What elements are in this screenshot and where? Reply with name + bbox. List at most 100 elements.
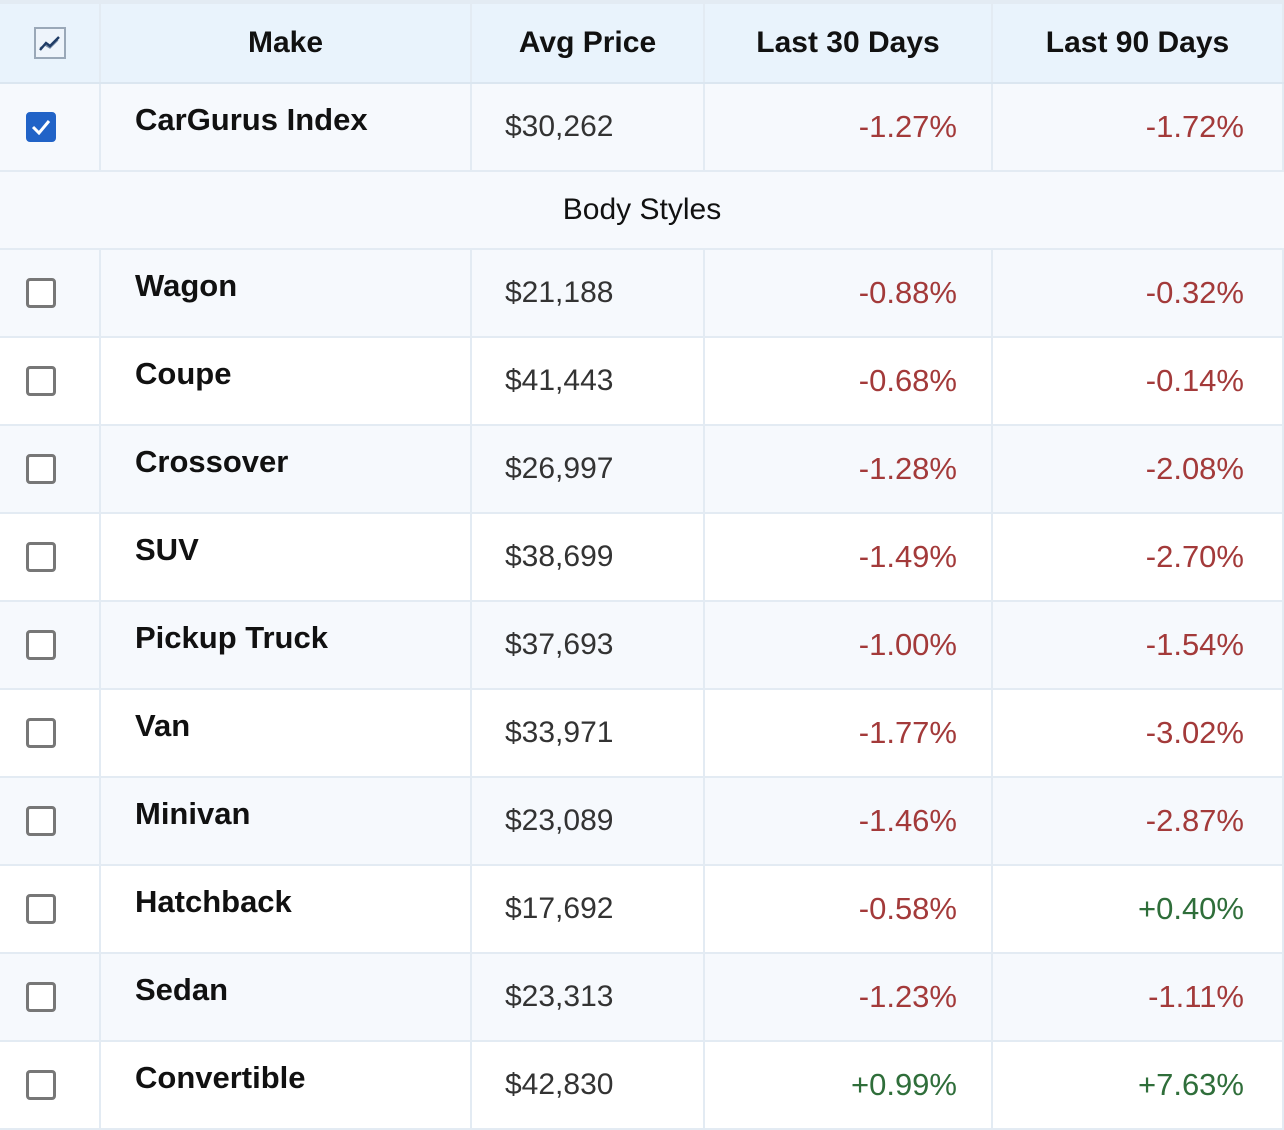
last-90-change: -2.70% xyxy=(1145,539,1244,574)
make-name[interactable]: Convertible xyxy=(135,1060,306,1095)
make-cell: Hatchback xyxy=(101,866,472,952)
checkbox-cell xyxy=(0,338,101,424)
make-name[interactable]: Pickup Truck xyxy=(135,620,328,655)
last-90-cell: -1.11% xyxy=(993,954,1284,1040)
avg-price-cell: $23,313 xyxy=(472,954,705,1040)
row-checkbox[interactable] xyxy=(26,278,56,308)
last-30-change: -0.88% xyxy=(858,275,957,310)
last-30-change: -1.46% xyxy=(858,803,957,838)
avg-price-cell: $38,699 xyxy=(472,514,705,600)
last-90-cell: -1.72% xyxy=(993,84,1284,170)
make-name[interactable]: Hatchback xyxy=(135,884,292,919)
last-30-change: -1.27% xyxy=(858,109,957,144)
avg-price-cell: $26,997 xyxy=(472,426,705,512)
section-label: Body Styles xyxy=(562,193,722,226)
last-90-cell: +7.63% xyxy=(993,1042,1284,1128)
make-cell: Sedan xyxy=(101,954,472,1040)
make-name[interactable]: Van xyxy=(135,708,191,743)
checkbox-cell xyxy=(0,778,101,864)
last-90-change: -1.54% xyxy=(1145,627,1244,662)
row-checkbox[interactable] xyxy=(26,1070,56,1100)
avg-price: $38,699 xyxy=(505,540,614,573)
table-row-cargurus-index: CarGurus Index $30,262 -1.27% -1.72% xyxy=(0,84,1284,172)
last-90-cell: -3.02% xyxy=(993,690,1284,776)
last-30-change: -1.23% xyxy=(858,979,957,1014)
column-header-last-30-days[interactable]: Last 30 Days xyxy=(705,4,993,82)
checkmark-icon xyxy=(31,120,51,135)
last-30-change: +0.99% xyxy=(850,1067,957,1102)
row-checkbox[interactable] xyxy=(26,454,56,484)
body-style-rows: Wagon $21,188 -0.88% -0.32% Coupe $41,443 -0.6… xyxy=(0,250,1284,1130)
column-header-avg-price[interactable]: Avg Price xyxy=(472,4,705,82)
make-cell: Crossover xyxy=(101,426,472,512)
avg-price: $26,997 xyxy=(505,452,614,485)
make-cell: Van xyxy=(101,690,472,776)
checkbox-cell xyxy=(0,954,101,1040)
make-name[interactable]: Wagon xyxy=(135,268,238,303)
section-header-body-styles: Body Styles xyxy=(0,172,1284,250)
last-90-change: -3.02% xyxy=(1145,715,1244,750)
last-30-change: -1.49% xyxy=(858,539,957,574)
avg-price-cell: $37,693 xyxy=(472,602,705,688)
column-header-last-90-days[interactable]: Last 90 Days xyxy=(993,4,1284,82)
table-row: Coupe $41,443 -0.68% -0.14% xyxy=(0,338,1284,426)
avg-price-cell: $30,262 xyxy=(472,84,705,170)
avg-price-cell: $41,443 xyxy=(472,338,705,424)
last-30-cell: -0.68% xyxy=(705,338,993,424)
make-name[interactable]: SUV xyxy=(135,532,199,567)
chart-toggle-cell[interactable] xyxy=(0,4,101,82)
line-chart-icon[interactable] xyxy=(33,27,66,59)
row-checkbox[interactable] xyxy=(26,894,56,924)
avg-price-cell: $23,089 xyxy=(472,778,705,864)
avg-price: $33,971 xyxy=(505,716,614,749)
make-name[interactable]: Sedan xyxy=(135,972,229,1007)
table-row: Wagon $21,188 -0.88% -0.32% xyxy=(0,250,1284,338)
table-row: SUV $38,699 -1.49% -2.70% xyxy=(0,514,1284,602)
last-90-change: -1.72% xyxy=(1145,109,1244,144)
row-checkbox[interactable] xyxy=(26,542,56,572)
last-30-cell: -1.23% xyxy=(705,954,993,1040)
avg-price: $30,262 xyxy=(505,110,614,143)
last-90-cell: -2.87% xyxy=(993,778,1284,864)
table-row: Convertible $42,830 +0.99% +7.63% xyxy=(0,1042,1284,1130)
last-30-change: -1.77% xyxy=(858,715,957,750)
make-cell: Convertible xyxy=(101,1042,472,1128)
checkbox-cell xyxy=(0,1042,101,1128)
avg-price-cell: $17,692 xyxy=(472,866,705,952)
table-row: Van $33,971 -1.77% -3.02% xyxy=(0,690,1284,778)
last-30-cell: -1.00% xyxy=(705,602,993,688)
make-name[interactable]: Coupe xyxy=(135,356,232,391)
avg-price: $23,313 xyxy=(505,980,614,1013)
row-checkbox[interactable] xyxy=(26,982,56,1012)
checkbox-cell xyxy=(0,84,101,170)
table-header: Make Avg Price Last 30 Days Last 90 Days xyxy=(0,0,1284,84)
avg-price: $21,188 xyxy=(505,276,614,309)
make-name[interactable]: CarGurus Index xyxy=(135,102,368,137)
last-90-cell: -0.32% xyxy=(993,250,1284,336)
row-checkbox[interactable] xyxy=(26,806,56,836)
row-checkbox[interactable] xyxy=(26,366,56,396)
table-row: Sedan $23,313 -1.23% -1.11% xyxy=(0,954,1284,1042)
make-cell: Wagon xyxy=(101,250,472,336)
make-name[interactable]: Crossover xyxy=(135,444,289,479)
make-name[interactable]: Minivan xyxy=(135,796,251,831)
last-30-cell: -1.27% xyxy=(705,84,993,170)
checkbox-cell xyxy=(0,250,101,336)
row-checkbox[interactable] xyxy=(26,718,56,748)
last-30-change: -0.58% xyxy=(858,891,957,926)
checkbox-cell xyxy=(0,690,101,776)
avg-price-cell: $33,971 xyxy=(472,690,705,776)
last-90-cell: +0.40% xyxy=(993,866,1284,952)
last-90-change: +7.63% xyxy=(1137,1067,1244,1102)
make-cell: Minivan xyxy=(101,778,472,864)
index-checkbox[interactable] xyxy=(26,112,56,142)
last-90-change: -1.11% xyxy=(1148,979,1244,1014)
row-checkbox[interactable] xyxy=(26,630,56,660)
column-header-make[interactable]: Make xyxy=(101,4,472,82)
last-30-change: -1.28% xyxy=(858,451,957,486)
avg-price: $41,443 xyxy=(505,364,614,397)
last-90-cell: -2.08% xyxy=(993,426,1284,512)
last-90-change: -2.87% xyxy=(1145,803,1244,838)
make-cell: SUV xyxy=(101,514,472,600)
